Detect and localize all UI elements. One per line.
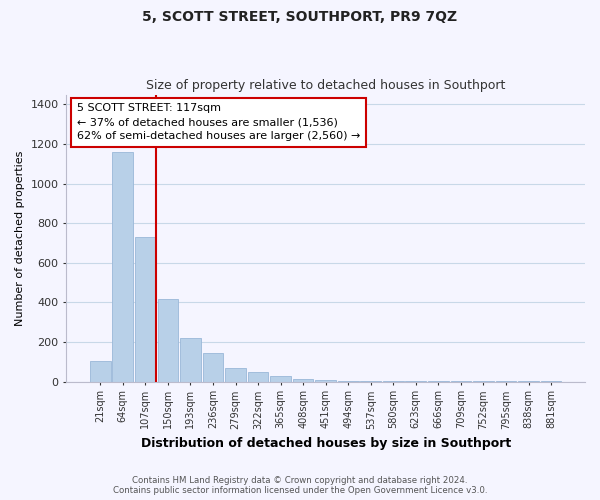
Text: 5, SCOTT STREET, SOUTHPORT, PR9 7QZ: 5, SCOTT STREET, SOUTHPORT, PR9 7QZ [142,10,458,24]
Y-axis label: Number of detached properties: Number of detached properties [15,150,25,326]
Bar [180,338,201,382]
Bar [112,152,133,382]
Bar [90,360,110,382]
Bar [158,300,178,382]
Bar [315,380,336,382]
Bar [135,237,156,382]
Bar [293,378,313,382]
Bar [338,380,359,382]
Bar [203,353,223,382]
Text: 5 SCOTT STREET: 117sqm
← 37% of detached houses are smaller (1,536)
62% of semi-: 5 SCOTT STREET: 117sqm ← 37% of detached… [77,103,360,141]
Title: Size of property relative to detached houses in Southport: Size of property relative to detached ho… [146,79,505,92]
X-axis label: Distribution of detached houses by size in Southport: Distribution of detached houses by size … [140,437,511,450]
Bar [270,376,291,382]
Bar [248,372,268,382]
Bar [406,380,426,382]
Bar [225,368,246,382]
Text: Contains HM Land Registry data © Crown copyright and database right 2024.
Contai: Contains HM Land Registry data © Crown c… [113,476,487,495]
